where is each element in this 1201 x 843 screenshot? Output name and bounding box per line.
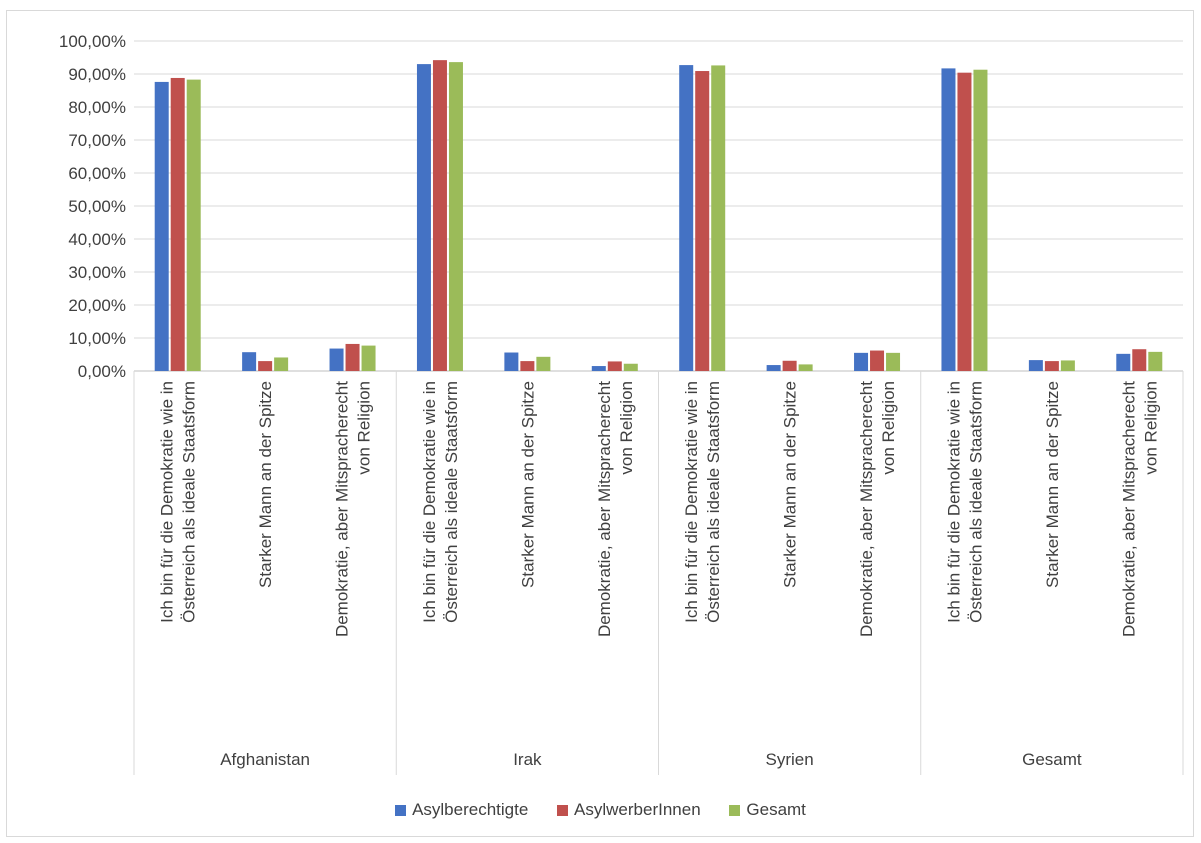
bar <box>1116 353 1131 371</box>
category-label: Starker Mann an der Spitze <box>781 381 800 588</box>
bar <box>170 77 185 372</box>
bar <box>711 65 726 372</box>
group-label: Irak <box>513 750 542 769</box>
bar <box>798 364 813 371</box>
category-label: von Religion <box>1141 381 1160 475</box>
chart-frame <box>6 10 1194 837</box>
bar <box>186 79 201 372</box>
bar <box>623 363 638 371</box>
legend-item-asylberechtigte: Asylberechtigte <box>395 800 528 820</box>
y-tick-label: 60,00% <box>68 164 126 183</box>
legend-label: AsylwerberInnen <box>574 800 701 819</box>
bar <box>1132 349 1147 371</box>
bar <box>679 65 694 371</box>
category-label: Ich bin für die Demokratie wie in <box>158 381 177 623</box>
category-label: Ich bin für die Demokratie wie in <box>420 381 439 623</box>
bar <box>258 361 273 371</box>
y-tick-label: 30,00% <box>68 263 126 282</box>
bar <box>448 62 463 372</box>
bar <box>432 60 447 371</box>
group-label: Afghanistan <box>220 750 310 769</box>
legend-item-asylwerberinnen: AsylwerberInnen <box>557 800 701 820</box>
y-tick-label: 10,00% <box>68 329 126 348</box>
category-label: Demokratie, aber Mitspracherecht <box>333 381 352 637</box>
category-label: Demokratie, aber Mitspracherecht <box>1119 381 1138 637</box>
bar <box>416 64 431 371</box>
bar <box>361 345 376 371</box>
bar <box>329 348 344 371</box>
bar <box>345 343 360 371</box>
bar <box>973 69 988 372</box>
category-label: Österreich als ideale Staatsform <box>966 381 985 623</box>
category-label: von Religion <box>879 381 898 475</box>
y-tick-label: 0,00% <box>78 362 126 381</box>
y-tick-label: 70,00% <box>68 131 126 150</box>
bar-chart: 0,00% 10,00% 20,00% 30,00% 40,00% 50,00% 60,00… <box>59 32 1184 775</box>
y-tick-label: 80,00% <box>68 98 126 117</box>
category-label: Ich bin für die Demokratie wie in <box>682 381 701 623</box>
legend-label: Gesamt <box>746 800 806 819</box>
bar <box>782 360 797 371</box>
bar <box>274 357 289 371</box>
y-tick-label: 90,00% <box>68 65 126 84</box>
category-label: Demokratie, aber Mitspracherecht <box>595 381 614 637</box>
category-label: Demokratie, aber Mitspracherecht <box>857 381 876 637</box>
category-label: Starker Mann an der Spitze <box>1043 381 1062 588</box>
category-label: Starker Mann an der Spitze <box>256 381 275 588</box>
category-label: Starker Mann an der Spitze <box>518 381 537 588</box>
bar <box>591 366 606 371</box>
y-tick-label: 100,00% <box>59 32 126 51</box>
legend-label: Asylberechtigte <box>412 800 529 819</box>
bar <box>154 81 169 372</box>
category-label: Österreich als ideale Staatsform <box>180 381 199 623</box>
group-label: Syrien <box>766 750 814 769</box>
bar <box>1148 351 1163 371</box>
bar <box>536 356 551 371</box>
category-label: von Religion <box>355 381 374 475</box>
bar <box>886 352 901 371</box>
category-label: Ich bin für die Demokratie wie in <box>944 381 963 623</box>
bar <box>957 72 972 372</box>
bar <box>695 71 710 371</box>
bar <box>1028 360 1043 371</box>
y-tick-label: 20,00% <box>68 296 126 315</box>
bar <box>941 68 956 371</box>
bar <box>504 352 519 371</box>
category-label: Österreich als ideale Staatsform <box>704 381 723 623</box>
y-tick-label: 40,00% <box>68 230 126 249</box>
bar <box>520 361 535 371</box>
bar <box>607 361 622 371</box>
y-tick-label: 50,00% <box>68 197 126 216</box>
legend: Asylberechtigte AsylwerberInnen Gesamt <box>0 800 1201 821</box>
group-label: Gesamt <box>1022 750 1082 769</box>
bar <box>242 352 257 371</box>
bar <box>1044 361 1059 371</box>
bar <box>854 352 869 371</box>
legend-swatch <box>395 804 407 816</box>
legend-swatch <box>557 804 569 816</box>
category-label: von Religion <box>617 381 636 475</box>
bar <box>870 350 885 371</box>
legend-item-gesamt: Gesamt <box>729 800 806 820</box>
bar <box>766 365 781 371</box>
bar <box>1060 360 1075 371</box>
legend-swatch <box>729 804 741 816</box>
category-label: Österreich als ideale Staatsform <box>442 381 461 623</box>
